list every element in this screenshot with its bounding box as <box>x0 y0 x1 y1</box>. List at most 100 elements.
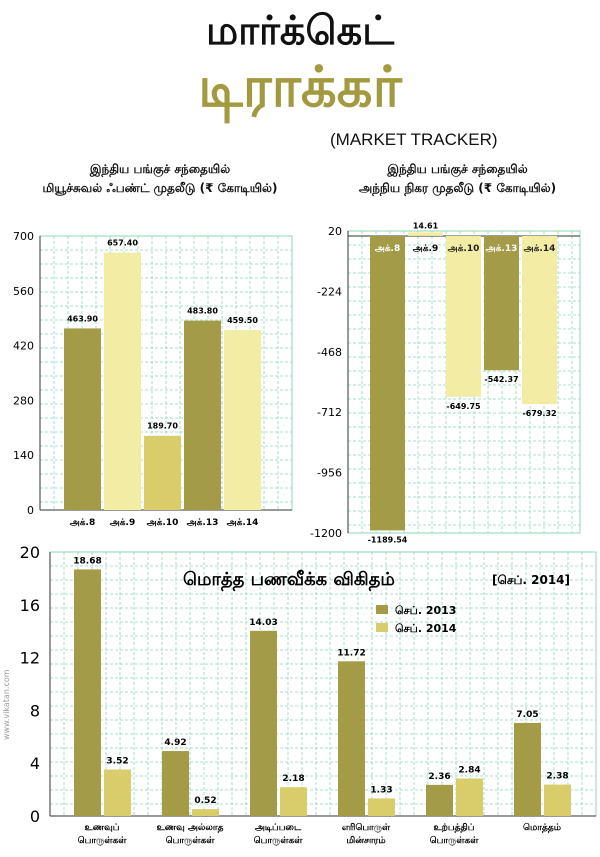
bar <box>224 330 261 510</box>
data-label: -679.32 <box>522 409 556 418</box>
bar <box>368 798 395 816</box>
y-tick-label: -224 <box>317 285 342 298</box>
x-tick-label: அக்.8 <box>375 244 400 254</box>
x-tick-label: அக்.13 <box>486 244 518 254</box>
x-tick-label: பொருள்கள் <box>166 835 216 846</box>
y-tick-label: 4 <box>30 754 40 773</box>
data-label: 1.33 <box>370 785 392 795</box>
subtitle: (MARKET TRACKER) <box>330 130 498 149</box>
data-label: 3.52 <box>106 757 128 767</box>
y-tick-label: 16 <box>20 596 40 615</box>
bar <box>192 809 219 816</box>
data-label: 14.61 <box>413 221 439 230</box>
bar <box>280 787 307 816</box>
y-tick-label: 20 <box>328 225 342 238</box>
title-line-1: மார்க்கெட் <box>205 8 395 54</box>
title-line-2: டிராக்கர் <box>198 55 402 120</box>
x-tick-label: அக்.9 <box>110 518 135 528</box>
y-tick-label: -1200 <box>310 527 342 540</box>
data-label: 459.50 <box>227 316 258 325</box>
x-tick-label: அக்.10 <box>147 518 179 528</box>
y-tick-label: 8 <box>30 701 40 720</box>
data-label: 189.70 <box>147 422 178 431</box>
legend-label: செப். 2013 <box>395 604 456 617</box>
chart1-title: இந்திய பங்குச் சந்தையில் மியூச்சுவல் ஃபண… <box>20 160 300 198</box>
data-label: 4.92 <box>164 738 186 748</box>
data-label: 11.72 <box>337 648 365 658</box>
data-label: 0.52 <box>194 796 216 806</box>
bar <box>514 722 541 816</box>
bar <box>104 252 141 510</box>
bar <box>426 784 453 816</box>
legend-swatch <box>376 605 388 614</box>
bar <box>184 320 221 510</box>
y-tick-label: -956 <box>317 467 342 480</box>
data-label: -649.75 <box>446 402 481 411</box>
data-label: 483.80 <box>187 307 218 316</box>
bar <box>338 661 365 816</box>
y-tick-label: 12 <box>20 649 40 668</box>
x-tick-label: மொத்தம் <box>523 822 561 833</box>
legend-label: செப். 2014 <box>395 622 457 635</box>
x-tick-label: அக்.9 <box>413 244 438 254</box>
chart1-title-line1: இந்திய பங்குச் சந்தையில் <box>89 162 231 176</box>
y-tick-label: 0 <box>30 807 40 826</box>
bar <box>250 630 277 816</box>
x-tick-label: பொருள்கள் <box>430 835 480 846</box>
x-tick-label: அக்.13 <box>187 518 219 528</box>
x-tick-label: அக்.10 <box>448 244 480 254</box>
x-tick-label: மின்சாரம் <box>346 835 385 846</box>
data-label: 2.36 <box>428 772 450 782</box>
chart-title-suffix: [செப். 2014] <box>492 573 570 587</box>
data-label: 2.84 <box>458 766 480 776</box>
legend-swatch <box>376 623 388 632</box>
data-label: -542.37 <box>484 375 518 384</box>
chart2-title: இந்திய பங்குச் சந்தையில் அந்நிய நிகர முத… <box>320 160 595 198</box>
bar <box>74 569 101 816</box>
data-label: -1189.54 <box>368 535 408 544</box>
data-label: 657.40 <box>107 239 138 248</box>
y-tick-label: 140 <box>13 449 34 462</box>
bar <box>408 232 443 236</box>
x-tick-label: உணவு அல்லாத <box>157 823 224 833</box>
site-credit: www.vikatan.com <box>2 669 11 740</box>
y-tick-label: 560 <box>13 285 34 298</box>
bar <box>544 784 571 816</box>
x-tick-label: உற்பத்திப் <box>434 822 475 833</box>
x-tick-label: உணவுப் <box>85 823 120 833</box>
data-label: 14.03 <box>249 618 277 628</box>
x-tick-label: எரிபொருள் <box>342 822 391 833</box>
bar <box>64 328 101 510</box>
x-tick-label: அக்.8 <box>70 518 95 528</box>
bar <box>522 235 557 405</box>
chart2-title-line2: அந்நிய நிகர முதலீடு (₹ கோடியில்) <box>358 181 557 195</box>
x-tick-label: அக்.14 <box>227 518 259 528</box>
data-label: 463.90 <box>67 314 98 323</box>
data-label: 2.38 <box>546 772 568 782</box>
bar <box>162 751 189 816</box>
x-tick-label: பொருள்கள் <box>78 835 128 846</box>
bar <box>446 235 481 397</box>
x-tick-label: அடிப்படை <box>255 823 302 833</box>
bar <box>104 769 131 816</box>
data-label: 18.68 <box>73 556 101 566</box>
bar <box>144 435 181 510</box>
y-tick-label: 280 <box>13 394 34 407</box>
x-tick-label: பொருள்கள் <box>254 835 304 846</box>
y-tick-label: 700 <box>13 230 34 243</box>
chart1-title-line2: மியூச்சுவல் ஃபண்ட் முதலீடு (₹ கோடியில்) <box>42 181 278 195</box>
y-tick-label: -468 <box>317 346 342 359</box>
x-tick-label: அக்.14 <box>524 244 556 254</box>
y-tick-label: 420 <box>13 340 34 353</box>
chart-title: மொத்த பணவீக்க விகிதம் <box>183 569 395 592</box>
bar <box>370 235 405 531</box>
bar <box>484 235 519 371</box>
y-tick-label: -712 <box>317 406 342 419</box>
data-label: 7.05 <box>516 710 538 720</box>
y-tick-label: 0 <box>27 504 34 517</box>
chart2-title-line1: இந்திய பங்குச் சந்தையில் <box>387 162 528 176</box>
data-label: 2.18 <box>282 774 304 784</box>
